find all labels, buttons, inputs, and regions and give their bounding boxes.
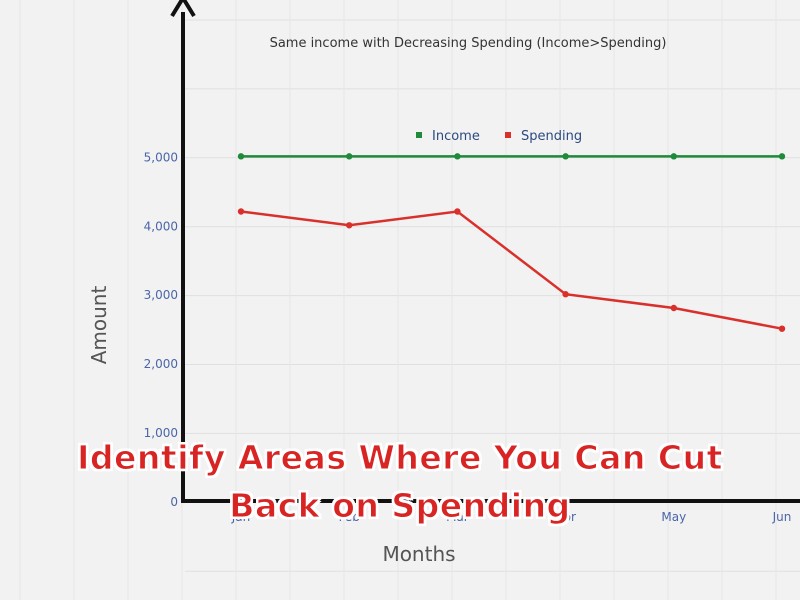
axes — [170, 0, 800, 503]
x-tick-label: Apr — [555, 510, 576, 524]
income-point — [778, 153, 786, 160]
spending-point — [237, 208, 245, 215]
y-tick-label: 3,000 — [144, 288, 178, 302]
x-tick-label: May — [661, 510, 686, 524]
y-axis-label: Amount — [87, 286, 111, 365]
overlay-caption: Identify Areas Where You Can Cut Back on… — [0, 434, 800, 530]
income-point — [454, 153, 461, 160]
spending-point — [454, 208, 461, 215]
x-tick-label: Jun — [772, 510, 792, 524]
x-tick-label: Feb — [339, 510, 360, 524]
spending-point — [346, 222, 353, 229]
spending-point — [670, 304, 677, 312]
y-axis-arrow — [170, 0, 196, 18]
x-tick-label: Jan — [231, 510, 251, 524]
income-point — [670, 153, 677, 160]
y-tick-label: 1,000 — [144, 426, 178, 440]
income-legend-label: Income — [432, 129, 480, 144]
x-tick-label: Mar — [446, 510, 469, 524]
spending-line — [240, 210, 783, 330]
y-tick-label: 2,000 — [144, 357, 178, 371]
income-point — [237, 153, 245, 160]
spending-legend-label: Spending — [521, 129, 582, 144]
income-point — [562, 153, 569, 160]
spending-legend-swatch — [505, 132, 511, 138]
x-tick-labels: Jan Feb Mar Apr May Jun — [231, 510, 792, 524]
spending-point — [562, 291, 569, 298]
y-tick-labels: 0 1,000 2,000 3,000 4,000 5,000 — [144, 150, 178, 509]
series — [237, 153, 786, 332]
overlay-line-1: Identify Areas Where You Can Cut — [77, 438, 723, 478]
chart-title: Same income with Decreasing Spending (In… — [270, 36, 667, 51]
y-tick-label: 5,000 — [144, 150, 178, 164]
y-tick-label: 4,000 — [144, 219, 178, 233]
y-tick-label: 0 — [170, 495, 178, 509]
x-axis-label: Months — [382, 542, 455, 566]
legend: Income Spending — [416, 129, 582, 144]
income-legend-swatch — [416, 132, 422, 138]
overlay-line-2: Back on Spending — [229, 486, 571, 526]
spending-point — [778, 325, 786, 332]
income-point — [346, 153, 353, 160]
